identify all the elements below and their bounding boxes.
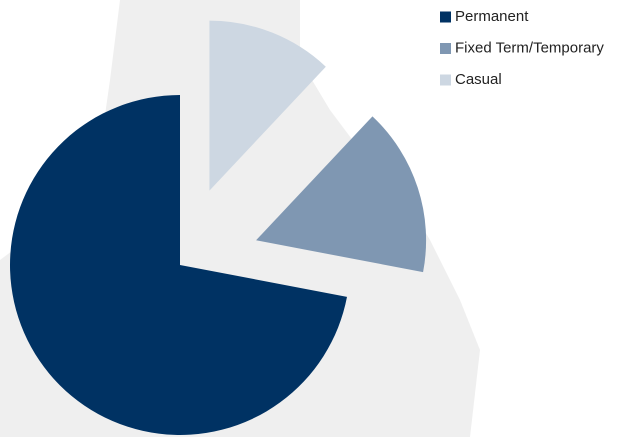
legend-label: Permanent: [455, 8, 529, 25]
legend-label: Fixed Term/Temporary: [455, 39, 604, 56]
pie-slice: [10, 95, 347, 435]
pie-slice: [256, 116, 427, 273]
legend-label: Casual: [455, 71, 502, 88]
legend-swatch: [440, 11, 451, 23]
legend-swatch: [440, 74, 451, 86]
legend-swatch: [440, 43, 451, 54]
pie-slice: [209, 20, 326, 191]
